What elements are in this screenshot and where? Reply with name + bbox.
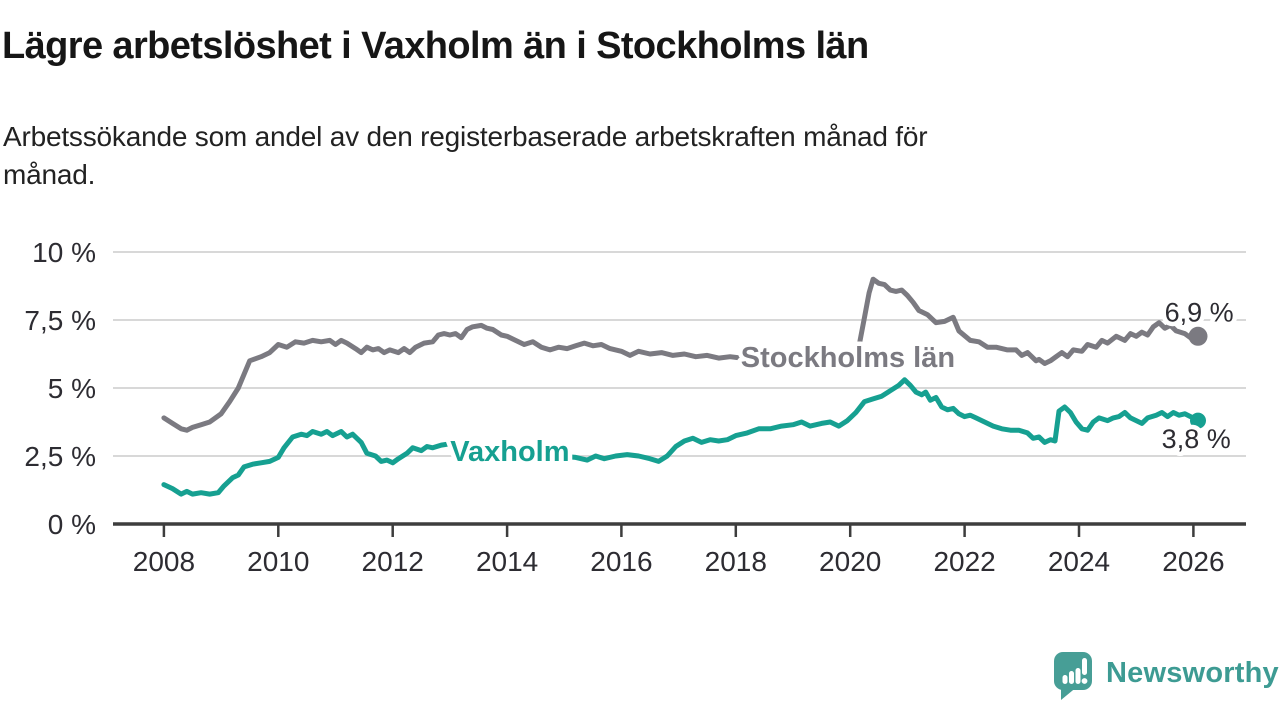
x-axis-tick-label: 2018 [705,546,767,577]
x-axis-tick-label: 2008 [133,546,195,577]
series-inline-label-vaxholm: Vaxholm [450,436,569,468]
gridlines [113,251,1246,457]
series-line-stockholms-lan [161,276,1201,433]
page-subtitle-line-2: månad. [3,159,96,190]
series-line-vaxholm [161,377,1201,497]
series-end-dot-vaxholm [1190,412,1206,429]
page-title: Lägre arbetslöshet i Vaxholm än i Stockh… [2,25,869,67]
page-subtitle-line-1: Arbetssökande som andel av den registerb… [3,121,928,152]
series-inline-label-stockholms-lan: Stockholms län [741,342,955,374]
x-axis-tick-label: 2014 [476,546,538,577]
chart-labels: 10 % 7,5 % 5 % 2,5 % 0 % 2008 2010 2012 2014 2016… [24,237,1238,577]
y-axis-tick-label: 7,5 % [24,305,96,336]
latest-value-label-vaxholm: 3,8 % [1162,424,1231,454]
x-axis-tick-label: 2020 [819,546,881,577]
bar-chart-speech-bubble-icon [1054,652,1092,700]
series-end-dot-stockholms-lan [1188,326,1208,346]
x-axis-tick-label: 2016 [590,546,652,577]
latest-value-label-stockholms-lan: 6,9 % [1165,297,1234,327]
newsworthy-logo: Newsworthy [1052,650,1279,704]
x-axis-tick-label: 2024 [1048,546,1110,577]
axes [113,522,1246,537]
newsworthy-wordmark: Newsworthy [1106,656,1279,689]
y-axis-tick-label: 0 % [48,509,96,540]
x-axis-tick-label: 2026 [1162,546,1224,577]
page-subtitle: Arbetssökande som andel av den registerb… [3,118,928,194]
x-axis-tick-label: 2010 [247,546,309,577]
series-lines [161,276,1208,497]
x-axis-tick-label: 2012 [362,546,424,577]
y-axis-tick-label: 10 % [32,237,96,268]
y-axis-tick-label: 5 % [48,373,96,404]
y-axis-tick-label: 2,5 % [24,441,96,472]
x-axis-tick-label: 2022 [933,546,995,577]
